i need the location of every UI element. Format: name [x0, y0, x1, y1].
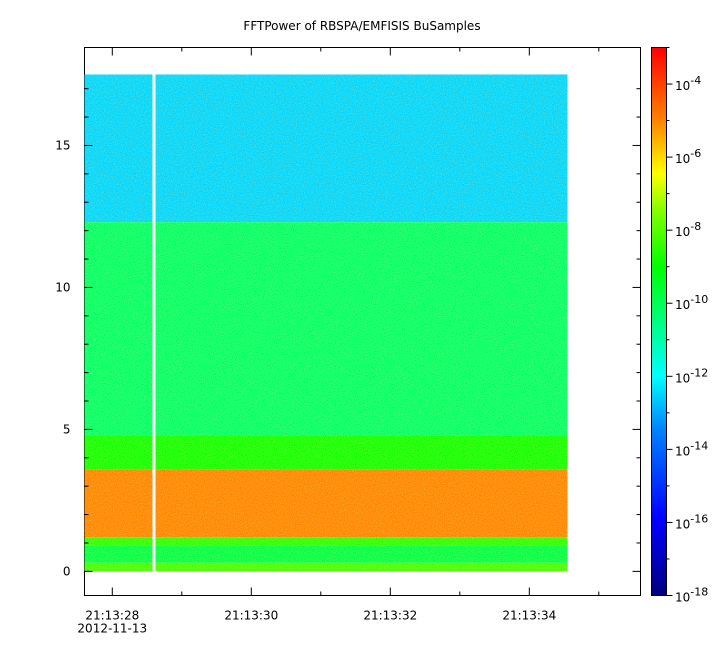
colorbar-tick-label: 10-8	[675, 220, 701, 239]
colorbar-axis: 10-18 10-16 10-14 10-12 10-10 10-8 10-6 10-4	[666, 47, 708, 605]
colorbar	[651, 47, 667, 596]
y-tick-label: 15	[55, 138, 70, 152]
colorbar-tick-label: 10-6	[675, 147, 701, 166]
colorbar-tick-label: 10-4	[675, 74, 701, 93]
colorbar-tick-label: 10-18	[675, 586, 708, 605]
colorbar-tick-label: 10-14	[675, 439, 708, 458]
x-tick-label: 21:13:28	[85, 609, 139, 623]
colorbar-tick-label: 10-10	[675, 293, 708, 312]
spectrogram-speckle	[84, 74, 568, 572]
chart-title: FFTPower of RBSPA/EMFISIS BuSamples	[243, 19, 480, 33]
x-tick-sublabel: 2012-11-13	[77, 622, 147, 636]
x-tick-label: 21:13:30	[224, 609, 278, 623]
x-tick-label: 21:13:34	[502, 609, 556, 623]
x-tick-label: 21:13:32	[363, 609, 417, 623]
y-tick-label: 5	[63, 422, 71, 436]
y-tick-label: 0	[63, 564, 71, 578]
y-tick-label: 10	[55, 280, 70, 294]
data-gap	[152, 74, 156, 572]
y-axis: 0 5 10 15	[55, 88, 641, 578]
data-gap-stripe	[152, 74, 156, 572]
colorbar-tick-label: 10-12	[675, 366, 708, 385]
colorbar-tick-label: 10-16	[675, 512, 708, 531]
